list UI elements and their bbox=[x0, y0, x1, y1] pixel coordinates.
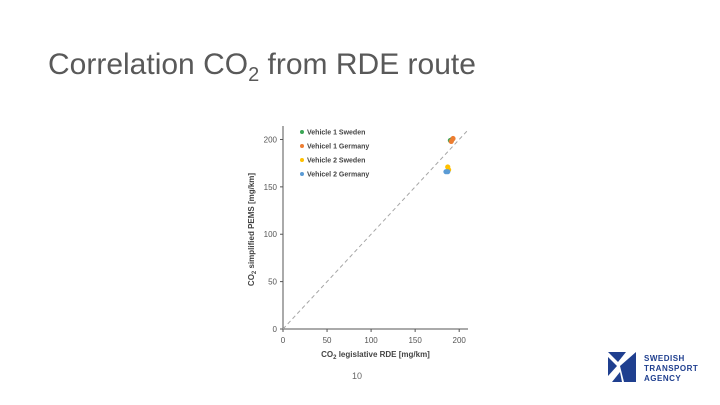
title-subscript: 2 bbox=[248, 64, 260, 86]
y-axis-label: CO2 simplified PEMS [mg/km] bbox=[247, 173, 258, 286]
x-tick-label: 50 bbox=[323, 336, 332, 345]
legend-label: Vehicel 2 Germany bbox=[307, 172, 369, 179]
y-tick-label: 150 bbox=[264, 183, 278, 192]
data-point bbox=[445, 169, 451, 175]
slide-title: Correlation CO2 from RDE route bbox=[48, 48, 476, 87]
legend-marker bbox=[300, 144, 304, 148]
x-tick-label: 200 bbox=[453, 336, 467, 345]
y-tick-label: 100 bbox=[264, 230, 278, 239]
legend-label: Vehicle 2 Sweden bbox=[307, 158, 365, 165]
legend-label: Vehicel 1 Germany bbox=[307, 144, 369, 151]
swedish-transport-agency-logo: SWEDISH TRANSPORT AGENCY bbox=[608, 352, 712, 386]
legend-label: Vehicle 1 Sweden bbox=[307, 130, 365, 137]
title-prefix: Correlation CO bbox=[48, 48, 249, 81]
legend-marker bbox=[300, 158, 304, 162]
page-number: 10 bbox=[352, 371, 363, 381]
agency-logo-icon bbox=[608, 352, 636, 382]
x-tick-label: 150 bbox=[408, 336, 422, 345]
legend-marker bbox=[300, 130, 304, 134]
logo-line-1: SWEDISH bbox=[644, 354, 685, 363]
y-tick-label: 200 bbox=[264, 135, 278, 144]
title-suffix: from RDE route bbox=[259, 48, 476, 81]
y-tick-label: 50 bbox=[268, 278, 277, 287]
reference-line bbox=[282, 129, 469, 330]
logo-line-3: AGENCY bbox=[644, 374, 682, 383]
data-point bbox=[448, 138, 454, 144]
x-axis-label: CO2 legislative RDE [mg/km] bbox=[321, 350, 430, 361]
x-tick-label: 100 bbox=[364, 336, 378, 345]
x-tick-label: 0 bbox=[281, 336, 286, 345]
logo-wordmark: SWEDISH TRANSPORT AGENCY bbox=[644, 354, 698, 384]
logo-line-2: TRANSPORT bbox=[644, 364, 699, 373]
legend-marker bbox=[300, 172, 304, 176]
co2-correlation-chart: 0 50 100 150 200 0 50 100 150 200 CO2 legislative … bbox=[247, 126, 469, 361]
y-tick-label: 0 bbox=[273, 325, 278, 334]
